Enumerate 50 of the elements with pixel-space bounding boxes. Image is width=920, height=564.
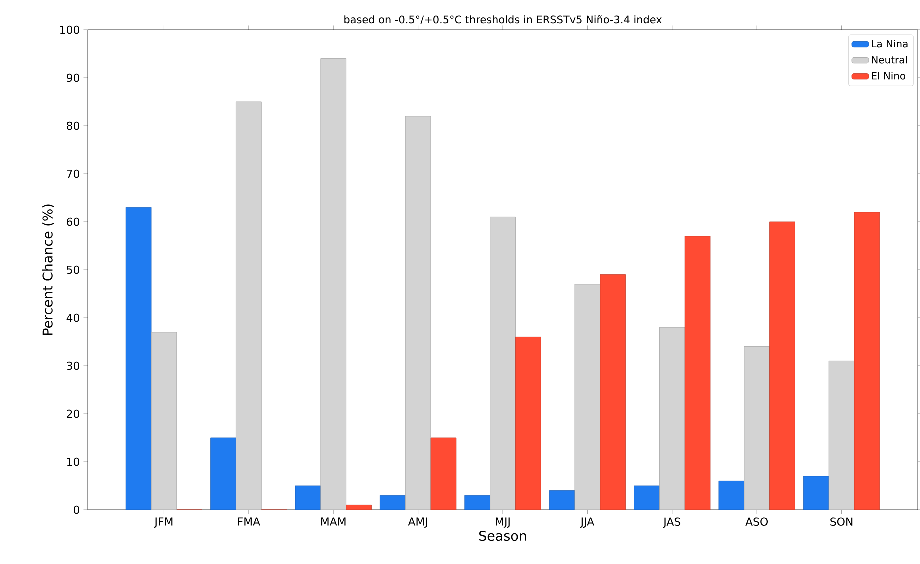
bar: [770, 222, 796, 510]
bar: [236, 102, 262, 510]
x-tick-label: JFM: [154, 518, 173, 528]
x-tick-label: MAM: [321, 518, 346, 526]
bar: [151, 332, 178, 510]
bar: [684, 236, 711, 510]
bar: [803, 476, 830, 510]
x-axis-title: Season: [479, 530, 526, 542]
bar: [744, 346, 770, 510]
x-tick-label: AMJ: [408, 518, 428, 528]
bar: [854, 212, 880, 510]
bar: [634, 486, 660, 510]
bar: [516, 337, 542, 510]
bar: [828, 361, 855, 510]
bar: [210, 438, 236, 510]
legend-label: El Nino: [872, 72, 906, 80]
y-tick-label: 20: [67, 410, 80, 418]
x-tick-label: JAS: [663, 518, 681, 528]
bar: [659, 327, 686, 510]
bar: [490, 217, 516, 510]
y-tick-label: 10: [67, 458, 80, 466]
legend-label: La Nina: [872, 40, 908, 48]
y-tick-label: 100: [60, 26, 80, 34]
y-tick-label: 0: [74, 506, 80, 514]
bar: [574, 284, 601, 510]
legend-label: Neutral: [872, 56, 908, 64]
x-tick-label: ASO: [746, 518, 768, 526]
bar: [464, 495, 490, 510]
y-tick-label: 60: [67, 218, 80, 226]
y-tick-label: 80: [67, 122, 80, 130]
bar: [320, 58, 347, 510]
y-tick-label: 90: [66, 74, 80, 82]
bar: [295, 486, 322, 510]
y-tick-label: 50: [67, 266, 80, 274]
x-tick-label: JJA: [580, 518, 594, 528]
bar: [405, 116, 432, 510]
x-tick-label: FMA: [238, 518, 260, 526]
y-tick-label: 40: [66, 314, 80, 322]
bar: [430, 438, 457, 510]
chart-title: based on -0.5°/+0.5°C thresholds in ERSSTv5 Niño-3.4 index: [344, 15, 662, 24]
y-axis-title: Percent Chance (%): [42, 204, 54, 336]
bar: [126, 207, 152, 510]
y-tick-label: 70: [67, 170, 80, 178]
x-tick-label: SON: [830, 518, 853, 526]
y-tick-label: 30: [67, 362, 80, 370]
bar: [380, 495, 406, 510]
x-tick-label: MJJ: [496, 518, 510, 528]
bar: [549, 490, 576, 510]
bar: [600, 274, 626, 510]
bar: [718, 481, 745, 510]
